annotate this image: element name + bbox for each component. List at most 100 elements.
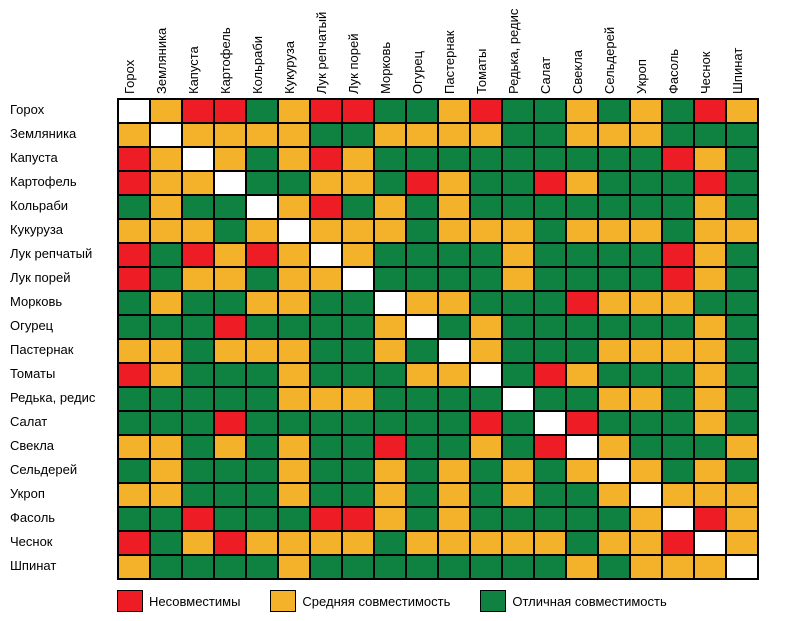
grid-cell	[150, 171, 182, 195]
grid-cell	[630, 531, 662, 555]
grid-cell	[374, 555, 406, 579]
grid-cell	[694, 411, 726, 435]
grid-cell	[278, 555, 310, 579]
grid-cell	[150, 483, 182, 507]
grid-cell	[662, 267, 694, 291]
grid-cell	[598, 315, 630, 339]
grid-cell	[214, 435, 246, 459]
grid-cell	[150, 459, 182, 483]
grid-cell	[566, 171, 598, 195]
column-header: Морковь	[373, 0, 405, 98]
grid-cell	[534, 459, 566, 483]
legend: НесовместимыСредняя совместимостьОтлична…	[117, 590, 689, 612]
column-header: Кольраби	[245, 0, 277, 98]
grid-cell	[118, 363, 150, 387]
grid-cell	[150, 267, 182, 291]
grid-cell	[310, 171, 342, 195]
column-header-text: Лук репчатый	[314, 12, 329, 94]
grid-cell	[630, 315, 662, 339]
grid-cell	[438, 195, 470, 219]
grid-cell	[726, 435, 758, 459]
grid-cell	[534, 339, 566, 363]
grid-cell	[374, 195, 406, 219]
row-labels: ГорохЗемляникаКапустаКартофельКольрабиКу…	[0, 98, 117, 578]
grid-cell	[566, 123, 598, 147]
grid-cell	[662, 411, 694, 435]
grid-cell	[470, 411, 502, 435]
grid-row	[118, 291, 758, 315]
grid-cell	[374, 411, 406, 435]
grid-cell	[470, 291, 502, 315]
grid-cell	[182, 435, 214, 459]
grid-cell	[278, 123, 310, 147]
grid-cell	[694, 147, 726, 171]
row-label: Горох	[0, 98, 117, 122]
grid-cell	[182, 459, 214, 483]
grid-cell	[278, 99, 310, 123]
grid-cell	[438, 315, 470, 339]
grid-cell	[310, 243, 342, 267]
grid-cell	[342, 147, 374, 171]
grid-cell	[534, 219, 566, 243]
grid-cell	[438, 219, 470, 243]
grid-cell	[278, 507, 310, 531]
grid-cell	[118, 435, 150, 459]
grid-cell	[726, 99, 758, 123]
grid-cell	[150, 339, 182, 363]
grid-cell	[150, 411, 182, 435]
grid-cell	[118, 411, 150, 435]
column-header: Салат	[533, 0, 565, 98]
grid-cell	[694, 387, 726, 411]
grid-cell	[598, 387, 630, 411]
grid-cell	[246, 219, 278, 243]
grid-cell	[438, 243, 470, 267]
column-header-text: Земляника	[154, 28, 169, 94]
grid-cell	[470, 195, 502, 219]
grid-cell	[310, 291, 342, 315]
grid-cell	[534, 147, 566, 171]
column-header-text: Свекла	[570, 50, 585, 94]
grid-cell	[374, 459, 406, 483]
grid-cell	[502, 435, 534, 459]
grid-cell	[214, 507, 246, 531]
grid-cell	[438, 363, 470, 387]
grid-cell	[694, 435, 726, 459]
grid-cell	[182, 291, 214, 315]
grid-cell	[150, 243, 182, 267]
grid-cell	[470, 267, 502, 291]
grid-cell	[662, 555, 694, 579]
grid-cell	[406, 555, 438, 579]
grid-cell	[630, 99, 662, 123]
grid-cell	[214, 123, 246, 147]
grid-cell	[214, 195, 246, 219]
grid-cell	[566, 267, 598, 291]
grid-cell	[150, 507, 182, 531]
column-header: Картофель	[213, 0, 245, 98]
grid-cell	[502, 243, 534, 267]
grid-cell	[630, 123, 662, 147]
grid-cell	[726, 339, 758, 363]
grid-cell	[342, 507, 374, 531]
grid-cell	[598, 435, 630, 459]
grid-cell	[662, 219, 694, 243]
row-label: Лук репчатый	[0, 242, 117, 266]
grid-cell	[726, 171, 758, 195]
grid-cell	[470, 339, 502, 363]
column-header-text: Сельдерей	[602, 27, 617, 94]
grid-cell	[566, 195, 598, 219]
grid-cell	[438, 147, 470, 171]
grid-cell	[694, 267, 726, 291]
grid-cell	[470, 171, 502, 195]
grid-cell	[662, 435, 694, 459]
grid-cell	[438, 291, 470, 315]
grid-cell	[470, 459, 502, 483]
grid-cell	[278, 195, 310, 219]
grid-cell	[566, 531, 598, 555]
grid-row	[118, 339, 758, 363]
grid-cell	[214, 483, 246, 507]
grid-cell	[118, 147, 150, 171]
grid-cell	[150, 435, 182, 459]
row-label: Земляника	[0, 122, 117, 146]
grid-cell	[502, 219, 534, 243]
grid-cell	[342, 171, 374, 195]
